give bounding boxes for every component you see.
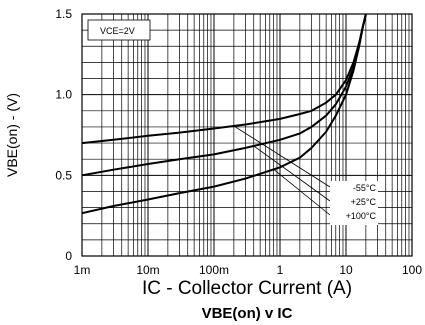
legend: -55°C +25°C +100°C [233,125,378,225]
x-tick-label: 10m [136,263,159,277]
legend-leader-line [253,145,331,202]
y-axis-label: VBE(on) - (V) [4,93,20,177]
y-tick-label: 1.0 [55,88,72,102]
legend-leader-line [273,169,331,216]
y-tick-label: 0.5 [55,168,72,182]
x-axis-ticks: 1m 10m 100m 1 10 100 [74,263,423,277]
y-tick-label: 1.5 [55,7,72,21]
series-line [81,13,367,215]
x-tick-label: 10 [339,263,353,277]
legend-entry: +100°C [346,211,377,221]
series-lines [81,13,367,215]
plot-frame [81,13,413,257]
x-tick-label: 100m [199,263,229,277]
legend-entry: -55°C [353,183,377,193]
x-axis-label: IC - Collector Current (A) [142,278,352,299]
legend-entry: +25°C [351,197,377,207]
chart-title: VBE(on) v IC [202,305,293,322]
x-tick-label: 1m [74,263,91,277]
y-tick-label: 0 [65,249,72,263]
annotation-label: VCE=2V [100,26,135,36]
x-tick-label: 1 [277,263,284,277]
legend-box [330,181,378,225]
x-tick-label: 100 [402,263,422,277]
legend-leader-line [233,125,331,188]
y-axis-ticks: 0 0.5 1.0 1.5 [55,7,72,263]
annotation-box: VCE=2V [87,19,151,41]
